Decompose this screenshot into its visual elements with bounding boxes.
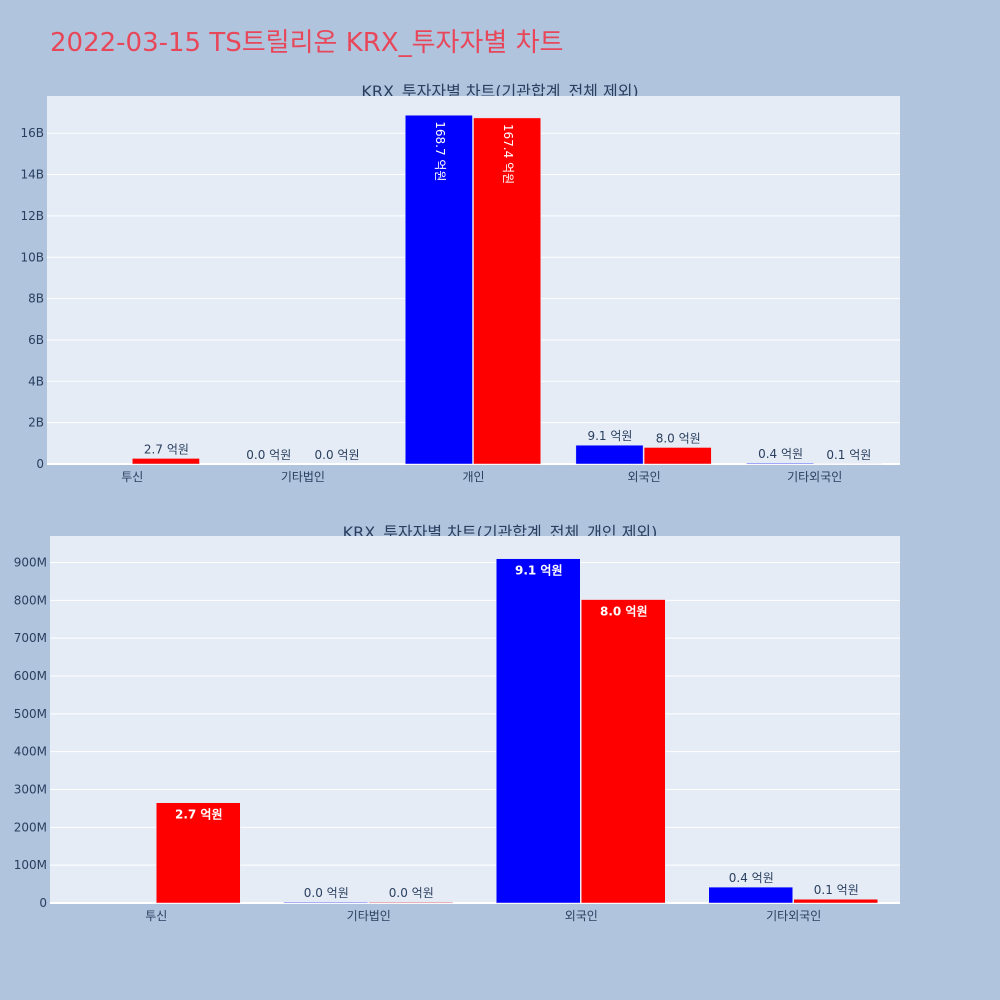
x-tick-label: 기타외국인 [766,909,821,923]
data-label: 168.7 억원 [433,121,447,181]
x-tick-label: 외국인 [628,470,661,484]
page-title: 2022-03-15 TS트릴리온 KRX_투자자별 차트 [50,28,564,58]
x-tick-label: 투신 [145,909,167,923]
y-tick-label: 0 [39,896,47,910]
y-tick-label: 16B [20,126,44,140]
bar [368,901,453,904]
bar [708,886,793,904]
y-tick-label: 10B [20,250,44,264]
bar [496,558,581,904]
bar [405,114,473,465]
data-label: 0.0 억원 [246,448,291,462]
data-label: 2.7 억원 [144,442,189,456]
x-tick-label: 기타외국인 [787,470,842,484]
y-tick-label: 4B [28,374,44,388]
y-tick-label: 700M [14,631,47,645]
bar [643,447,712,465]
bar [746,462,814,465]
bar [473,117,541,465]
x-tick-label: 기타법인 [347,909,391,923]
data-label: 167.4 억원 [501,124,515,184]
data-label: 0.1 억원 [814,883,859,897]
bar [283,901,368,904]
chart-2: 0 100M 200M 300M 400M 500M 600M 700M 800M 900M 2.7… [14,536,900,923]
y-tick-label: 12B [20,209,44,223]
data-label: 0.0 억원 [315,448,360,462]
data-label: 8.0 억원 [656,431,701,445]
data-label: 0.1 억원 [826,448,871,462]
x-tick-label: 개인 [462,470,484,484]
y-tick-label: 2B [28,416,44,430]
bar [132,458,200,465]
y-tick-label: 8B [28,292,44,306]
bar [575,444,644,465]
bar [793,898,878,904]
y-tick-label: 100M [14,858,47,872]
bar [156,802,241,904]
y-tick-label: 400M [14,745,47,759]
y-tick-label: 300M [14,782,47,796]
y-tick-label: 14B [20,168,44,182]
data-label: 0.0 억원 [389,886,434,900]
data-label: 2.7 억원 [175,808,223,822]
x-tick-label: 외국인 [565,909,598,923]
x-tick-label: 투신 [121,470,143,484]
y-tick-label: 600M [14,669,47,683]
data-label: 0.4 억원 [729,871,774,885]
y-tick-label: 500M [14,707,47,721]
data-label: 8.0 억원 [600,605,648,619]
y-tick-label: 200M [14,820,47,834]
y-tick-label: 0 [36,457,44,471]
data-label: 9.1 억원 [515,564,563,578]
data-label: 9.1 억원 [587,429,632,443]
data-label: 0.4 억원 [758,447,803,461]
y-tick-label: 900M [14,555,47,569]
y-tick-label: 6B [28,333,44,347]
x-tick-label: 기타법인 [281,470,325,484]
data-label: 0.0 억원 [304,886,349,900]
y-tick-label: 800M [14,593,47,607]
bar [581,599,666,904]
